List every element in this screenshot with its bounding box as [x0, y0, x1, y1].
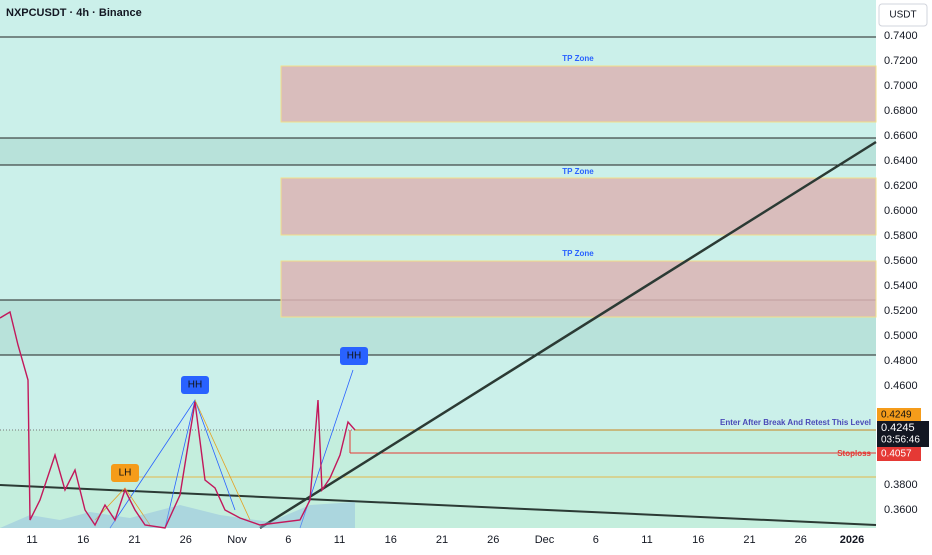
- price-tick-label: 0.6800: [884, 105, 918, 117]
- trend-line: [0, 484, 877, 526]
- tp-zone: [280, 177, 877, 236]
- price-ticks: 0.7400 0.7200 0.7000 0.6800 0.6600 0.6400 0.62…: [884, 30, 918, 516]
- date-label: 21: [436, 534, 448, 546]
- zone-label: TP Zone: [562, 249, 594, 258]
- entry-label: Enter After Break And Retest This Level: [720, 418, 871, 427]
- price-tick-label: 0.7000: [884, 80, 918, 92]
- date-label: 11: [26, 534, 37, 546]
- tp-zones: TP Zone TP Zone TP Zone: [280, 54, 877, 318]
- symbol-title: NXPCUSDT · 4h · Binance: [6, 7, 142, 19]
- last-tag: [877, 421, 929, 447]
- price-tick-label: 0.6600: [884, 130, 918, 142]
- date-label: 21: [128, 534, 140, 546]
- date-label: 16: [77, 534, 89, 546]
- price-tick-label: 0.5000: [884, 330, 918, 342]
- price-path: [0, 310, 356, 529]
- entry-tag: [877, 408, 921, 421]
- last-price: 0.4245: [881, 422, 915, 434]
- date-label: 26: [487, 534, 499, 546]
- band: [0, 138, 876, 165]
- countdown: 03:56:46: [881, 435, 920, 446]
- stoploss-price: 0.4057: [881, 449, 912, 460]
- pivot-markers: HH HH LH: [111, 347, 368, 482]
- currency-label: USDT: [889, 10, 916, 21]
- date-label: Dec: [535, 534, 555, 546]
- band: [0, 430, 876, 528]
- currency-button[interactable]: [878, 3, 928, 27]
- pivot-box: [111, 464, 139, 482]
- date-label: 16: [692, 534, 704, 546]
- date-label: Nov: [227, 534, 247, 546]
- date-label: 11: [334, 534, 345, 546]
- volume: [0, 502, 355, 528]
- wave-line: [94, 399, 251, 526]
- pivot-label: LH: [119, 468, 132, 479]
- price-tick-label: 0.4600: [884, 380, 918, 392]
- trend-line: [259, 140, 877, 530]
- date-label: 11: [641, 534, 652, 546]
- date-label: 2026: [840, 534, 864, 546]
- price-tick-label: 0.4800: [884, 355, 918, 367]
- price-tick-label: 0.3600: [884, 504, 918, 516]
- price-tick-label: 0.5800: [884, 230, 918, 242]
- stoploss-tag: [877, 447, 921, 461]
- stoploss-label: Stoploss: [837, 449, 871, 458]
- pivot-box: [181, 376, 209, 394]
- price-tick-label: 0.6000: [884, 205, 918, 217]
- price-tick-label: 0.6400: [884, 155, 918, 167]
- date-label: 26: [180, 534, 192, 546]
- price-tick-label: 0.5400: [884, 280, 918, 292]
- date-label: 26: [795, 534, 807, 546]
- price-tick-label: 0.6200: [884, 180, 918, 192]
- price-tick-label: 0.5200: [884, 305, 918, 317]
- tp-zone: [280, 65, 877, 123]
- date-label: 21: [743, 534, 755, 546]
- time-axis: [0, 528, 876, 550]
- zone-label: TP Zone: [562, 54, 594, 63]
- date-label: 16: [385, 534, 397, 546]
- tp-zone: [280, 260, 877, 318]
- price-tick-label: 0.7400: [884, 30, 918, 42]
- date-label: 6: [285, 534, 291, 546]
- pivot-label: HH: [188, 380, 202, 391]
- date-labels: 11 16 21 26 Nov 6 11 16 21 26 Dec 6 11 16 21 26 2026: [26, 534, 864, 546]
- price-tick-label: 0.7200: [884, 55, 918, 67]
- price-tick-label: 0.3800: [884, 479, 918, 491]
- date-label: 6: [593, 534, 599, 546]
- price-tick-label: 0.5600: [884, 255, 918, 267]
- pivot-box: [340, 347, 368, 365]
- zone-label: TP Zone: [562, 167, 594, 176]
- pivot-label: HH: [347, 351, 361, 362]
- entry-price: 0.4249: [881, 410, 912, 421]
